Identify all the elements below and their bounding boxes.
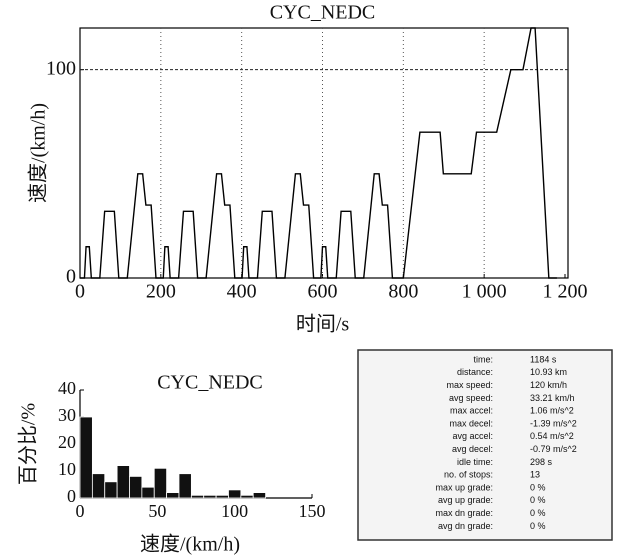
y-axis-label: 速度/(km/h) bbox=[27, 103, 50, 203]
stats-label: time: bbox=[473, 354, 493, 364]
x-tick-label: 800 bbox=[388, 281, 418, 303]
stats-value: 0 % bbox=[530, 521, 546, 531]
stats-value: 0 % bbox=[530, 482, 546, 492]
hist-bar bbox=[153, 467, 168, 499]
stats-value: 298 s bbox=[530, 457, 553, 467]
x-axis-label: 速度/(km/h) bbox=[140, 533, 240, 556]
stats-label: no. of stops: bbox=[444, 470, 493, 480]
y-tick-label: 10 bbox=[58, 459, 76, 479]
hist-bar bbox=[252, 492, 267, 499]
stats-value: -1.39 m/s^2 bbox=[530, 418, 577, 428]
stats-label: max decel: bbox=[449, 418, 493, 428]
stats-label: avg decel: bbox=[452, 444, 493, 454]
hist-bar bbox=[104, 481, 118, 499]
stats-value: 33.21 km/h bbox=[530, 393, 575, 403]
x-tick-label: 200 bbox=[146, 281, 176, 303]
stats-value: 13 bbox=[530, 470, 540, 480]
x-axis-label: 时间/s bbox=[296, 313, 350, 336]
stats-label: max up grade: bbox=[435, 482, 493, 492]
x-tick-label: 50 bbox=[148, 501, 166, 521]
stats-label: idle time: bbox=[457, 457, 493, 467]
y-tick-label: 30 bbox=[58, 405, 76, 425]
x-tick-label: 600 bbox=[308, 281, 338, 303]
chart-title: CYC_NEDC bbox=[157, 372, 263, 394]
speed-line bbox=[80, 27, 557, 279]
hist-bar bbox=[228, 489, 242, 499]
stats-value: -0.79 m/s^2 bbox=[530, 444, 577, 454]
x-tick-label: 1 200 bbox=[543, 281, 588, 303]
hist-bar bbox=[141, 486, 155, 499]
x-tick-label: 400 bbox=[227, 281, 257, 303]
stats-value: 1184 s bbox=[530, 354, 557, 364]
x-tick-label: 150 bbox=[299, 501, 326, 521]
stats-value: 0 % bbox=[530, 508, 546, 518]
y-tick-label: 100 bbox=[46, 57, 76, 79]
hist-bar bbox=[190, 494, 205, 499]
hist-bar bbox=[79, 416, 93, 499]
x-tick-label: 1 000 bbox=[462, 281, 507, 303]
x-tick-label: 0 bbox=[76, 501, 85, 521]
plot-frame bbox=[79, 27, 569, 279]
y-tick-label: 0 bbox=[67, 486, 76, 506]
x-tick-label: 100 bbox=[221, 501, 248, 521]
stats-value: 0.54 m/s^2 bbox=[530, 431, 574, 441]
hist-bar bbox=[215, 494, 229, 499]
hist-bar bbox=[129, 475, 143, 499]
y-axis-label: 百分比/% bbox=[17, 403, 40, 485]
stats-label: avg speed: bbox=[449, 393, 493, 403]
stats-label: distance: bbox=[457, 367, 493, 377]
y-tick-label: 40 bbox=[58, 378, 76, 398]
stats-label: max speed: bbox=[446, 380, 493, 390]
stats-panel bbox=[357, 349, 613, 541]
stats-value: 1.06 m/s^2 bbox=[530, 406, 574, 416]
stats-value: 10.93 km bbox=[530, 367, 567, 377]
stats-label: max dn grade: bbox=[435, 508, 493, 518]
hist-bar bbox=[91, 473, 106, 499]
stats-label: avg dn grade: bbox=[438, 521, 493, 531]
stats-value: 0 % bbox=[530, 495, 546, 505]
y-tick-label: 20 bbox=[58, 432, 76, 452]
hist-bar bbox=[166, 492, 180, 499]
stats-value: 120 km/h bbox=[530, 380, 567, 390]
x-tick-label: 0 bbox=[75, 281, 85, 303]
hist-bar bbox=[178, 473, 192, 499]
stats-label: avg accel: bbox=[452, 431, 493, 441]
stats-label: max accel: bbox=[450, 406, 493, 416]
hist-bar bbox=[116, 465, 130, 499]
hist-bar bbox=[203, 494, 217, 499]
hist-bar bbox=[240, 494, 254, 499]
y-tick-label: 0 bbox=[66, 266, 76, 288]
chart-title: CYC_NEDC bbox=[270, 2, 376, 24]
stats-label: avg up grade: bbox=[438, 495, 493, 505]
